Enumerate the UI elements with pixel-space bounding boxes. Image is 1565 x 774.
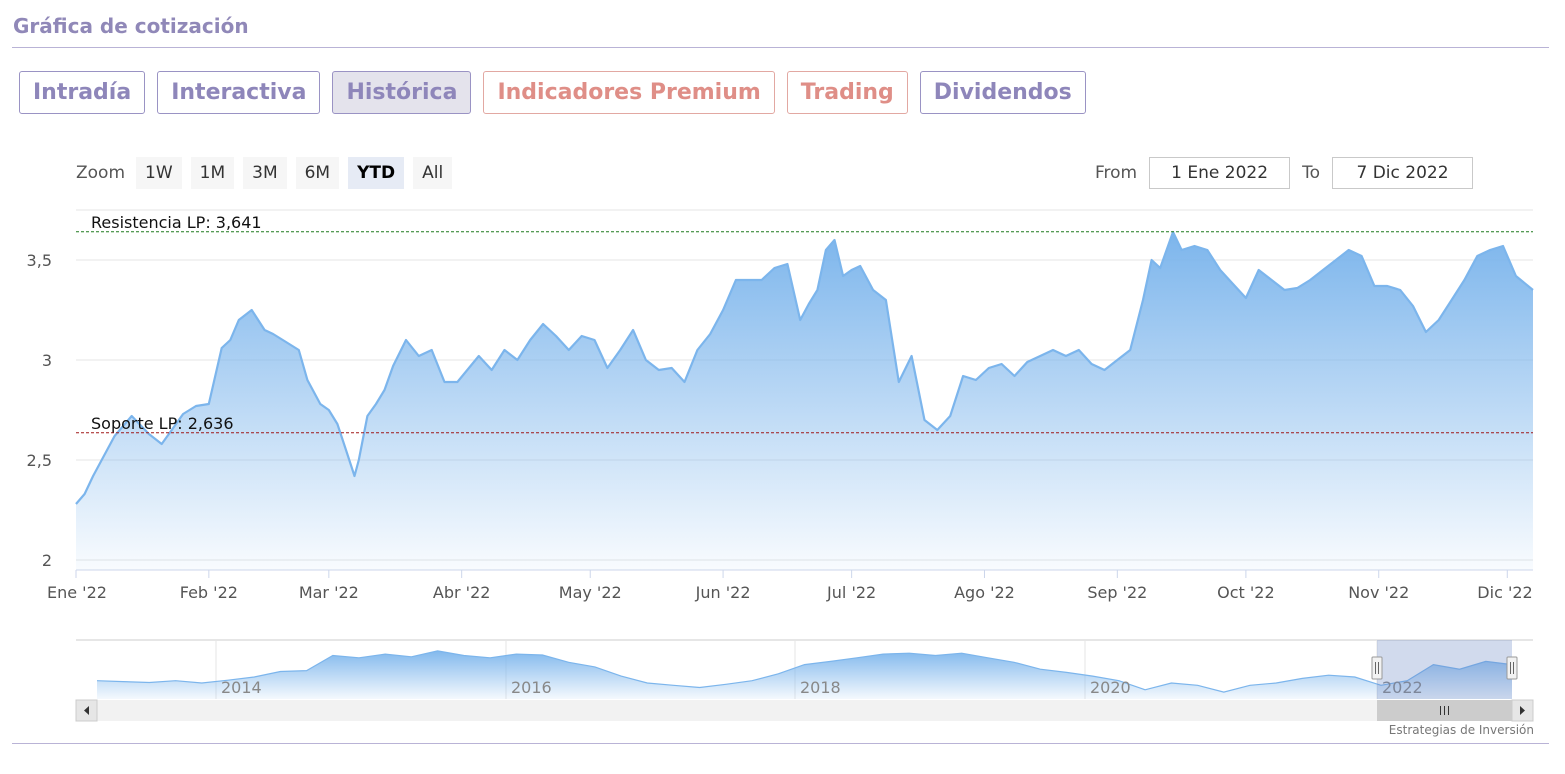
navigator-left-handle[interactable] xyxy=(1371,656,1383,680)
chart-credit[interactable]: Estrategias de Inversión xyxy=(1388,723,1534,737)
y-tick-label: 3,5 xyxy=(27,251,52,270)
x-tick-label: Dic '22 xyxy=(1477,583,1532,602)
x-tick-label: Feb '22 xyxy=(180,583,238,602)
y-tick-label: 2,5 xyxy=(27,451,52,470)
chart-tabs: Intradía Interactiva Histórica Indicador… xyxy=(19,71,1086,114)
x-tick-label: Jun '22 xyxy=(695,583,751,602)
zoom-1w-button[interactable]: 1W xyxy=(136,157,182,189)
navigator-year-label: 2018 xyxy=(800,678,841,697)
navigator-selection xyxy=(1377,640,1512,699)
y-tick-label: 2 xyxy=(42,551,52,570)
zoom-ytd-button[interactable]: YTD xyxy=(348,157,405,189)
zoom-selector: Zoom 1W 1M 3M 6M YTD All xyxy=(76,157,453,189)
page-title: Gráfica de cotización xyxy=(13,14,249,38)
x-tick-label: Mar '22 xyxy=(299,583,359,602)
x-tick-label: Sep '22 xyxy=(1087,583,1147,602)
series-area xyxy=(76,232,1533,570)
from-label: From xyxy=(1094,163,1138,183)
navigator-right-handle[interactable] xyxy=(1506,656,1518,680)
scroll-right-icon xyxy=(1520,706,1525,715)
navigator-year-label: 2014 xyxy=(221,678,262,697)
bottom-divider xyxy=(12,743,1549,744)
zoom-3m-button[interactable]: 3M xyxy=(243,157,287,189)
x-tick-label: Jul '22 xyxy=(826,583,876,602)
x-tick-label: Oct '22 xyxy=(1217,583,1275,602)
x-tick-label: Ago '22 xyxy=(954,583,1015,602)
date-range-selector: From 1 Ene 2022 To 7 Dic 2022 xyxy=(1095,157,1473,189)
tab-interactiva[interactable]: Interactiva xyxy=(157,71,321,114)
support-label: Soporte LP: 2,636 xyxy=(91,414,234,433)
tab-trading[interactable]: Trading xyxy=(786,71,908,114)
zoom-all-button[interactable]: All xyxy=(413,157,453,189)
series-line xyxy=(75,230,1534,505)
tab-intradia[interactable]: Intradía xyxy=(19,71,146,114)
from-date-input[interactable]: 1 Ene 2022 xyxy=(1149,157,1291,189)
to-date-input[interactable]: 7 Dic 2022 xyxy=(1332,157,1473,189)
resistance-label: Resistencia LP: 3,641 xyxy=(91,213,262,232)
navigator-year-label: 2022 xyxy=(1382,678,1423,697)
x-tick-label: Nov '22 xyxy=(1348,583,1409,602)
navigator-year-label: 2020 xyxy=(1090,678,1131,697)
navigator-year-label: 2016 xyxy=(511,678,552,697)
x-tick-label: May '22 xyxy=(559,583,622,602)
x-tick-label: Ene '22 xyxy=(47,583,107,602)
zoom-label: Zoom xyxy=(76,163,126,183)
scrollbar-track[interactable] xyxy=(76,700,1533,721)
title-divider xyxy=(12,47,1549,48)
to-label: To xyxy=(1302,163,1320,183)
navigator-line xyxy=(96,650,1513,693)
tab-dividendos[interactable]: Dividendos xyxy=(919,71,1086,114)
tab-indicadores-premium[interactable]: Indicadores Premium xyxy=(483,71,775,114)
zoom-1m-button[interactable]: 1M xyxy=(190,157,235,189)
tab-historica[interactable]: Histórica xyxy=(332,71,472,114)
x-tick-label: Abr '22 xyxy=(433,583,491,602)
y-tick-label: 3 xyxy=(42,351,52,370)
zoom-6m-button[interactable]: 6M xyxy=(295,157,340,189)
scroll-left-icon xyxy=(84,706,89,715)
